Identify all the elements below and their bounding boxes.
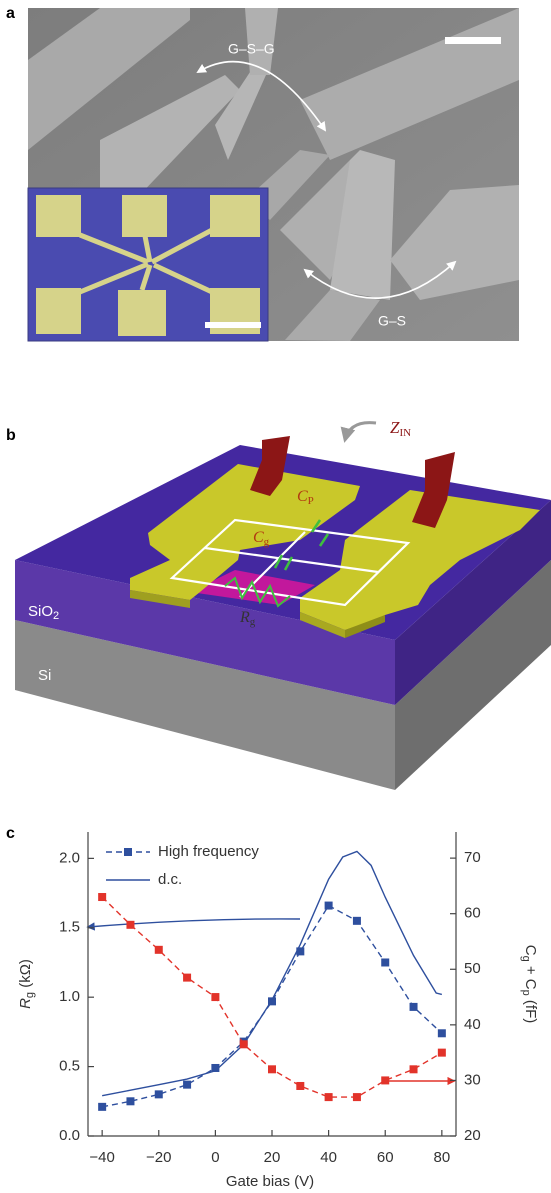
x-tick-label: 20 bbox=[264, 1149, 281, 1166]
series-line bbox=[102, 851, 442, 1095]
pad bbox=[122, 195, 167, 237]
y-tick-label: 0.5 bbox=[59, 1058, 80, 1075]
label-sub: P bbox=[308, 495, 314, 507]
scale-bar bbox=[205, 322, 261, 328]
page: a G–S–G G–S b bbox=[0, 0, 551, 1193]
panel-label: a bbox=[6, 5, 15, 22]
label-z-in: ZIN bbox=[390, 418, 411, 439]
panel-label: c bbox=[6, 825, 15, 842]
label-unit: (fF) bbox=[522, 996, 539, 1024]
data-point bbox=[268, 1065, 276, 1073]
x-tick-label: 80 bbox=[434, 1149, 451, 1166]
annotation: G–S–G bbox=[228, 41, 275, 57]
label-sub: g bbox=[264, 536, 270, 548]
label-main: SiO bbox=[28, 603, 53, 620]
x-tick-label: −40 bbox=[89, 1149, 114, 1166]
data-point bbox=[126, 921, 134, 929]
label-part: + C bbox=[522, 962, 539, 990]
x-tick-label: −20 bbox=[146, 1149, 171, 1166]
legend-label: d.c. bbox=[158, 871, 182, 888]
y2-axis-label: Cg + Cp (fF) bbox=[520, 945, 539, 1024]
pad bbox=[36, 288, 81, 334]
sem-image: G–S–G G–S bbox=[28, 8, 519, 341]
data-point bbox=[353, 917, 361, 925]
x-tick-label: 40 bbox=[320, 1149, 337, 1166]
data-point bbox=[296, 1082, 304, 1090]
data-point bbox=[183, 1081, 191, 1089]
data-point bbox=[325, 1093, 333, 1101]
pad bbox=[210, 195, 260, 237]
data-point bbox=[381, 958, 389, 966]
chart: Gate bias (V) Rg (kΩ) Cg + Cp (fF) −40 −2… bbox=[17, 832, 539, 1190]
y2-tick-label: 70 bbox=[464, 849, 481, 866]
y-axis-label: Rg (kΩ) bbox=[17, 959, 36, 1009]
label-main: R bbox=[239, 609, 250, 626]
label-part: C bbox=[522, 945, 539, 956]
device-schematic: ZIN CP Cg Rg SiO2 Si bbox=[15, 418, 551, 790]
x-tick-label: 0 bbox=[211, 1149, 219, 1166]
data-point bbox=[438, 1049, 446, 1057]
data-point bbox=[126, 1097, 134, 1105]
data-point bbox=[240, 1040, 248, 1048]
data-point bbox=[353, 1093, 361, 1101]
pad bbox=[36, 195, 81, 237]
data-point bbox=[98, 1103, 106, 1111]
figure: a G–S–G G–S b bbox=[0, 0, 551, 1193]
y-tick-label: 0.0 bbox=[59, 1127, 80, 1144]
label-sub: g bbox=[250, 616, 256, 628]
x-tick-label: 60 bbox=[377, 1149, 394, 1166]
legend-marker bbox=[124, 848, 132, 856]
label-main: R bbox=[17, 998, 34, 1009]
data-point bbox=[438, 1029, 446, 1037]
label-main: C bbox=[297, 488, 308, 505]
y-tick-label: 1.5 bbox=[59, 919, 80, 936]
label-sub: IN bbox=[399, 427, 411, 439]
x-axis-label: Gate bias (V) bbox=[226, 1173, 314, 1190]
label-unit: (kΩ) bbox=[17, 959, 34, 992]
data-point bbox=[410, 1003, 418, 1011]
data-point bbox=[183, 974, 191, 982]
inset bbox=[28, 188, 268, 341]
annotation: G–S bbox=[378, 313, 406, 329]
arrow bbox=[345, 423, 376, 440]
axis-arrow bbox=[88, 919, 300, 927]
label-main: C bbox=[253, 529, 264, 546]
data-point bbox=[155, 946, 163, 954]
data-point bbox=[325, 902, 333, 910]
y-tick-label: 1.0 bbox=[59, 988, 80, 1005]
y2-tick-label: 60 bbox=[464, 905, 481, 922]
label-si: Si bbox=[38, 667, 51, 684]
y-tick-label: 2.0 bbox=[59, 849, 80, 866]
y2-tick-label: 40 bbox=[464, 1016, 481, 1033]
data-point bbox=[211, 993, 219, 1001]
y2-tick-label: 30 bbox=[464, 1071, 481, 1088]
data-point bbox=[98, 893, 106, 901]
data-point bbox=[155, 1090, 163, 1098]
panel-label: b bbox=[6, 427, 16, 444]
data-point bbox=[381, 1076, 389, 1084]
pad bbox=[118, 290, 166, 336]
legend-label: High frequency bbox=[158, 843, 259, 860]
scale-bar bbox=[445, 37, 501, 44]
series-line bbox=[102, 906, 442, 1107]
y2-tick-label: 50 bbox=[464, 960, 481, 977]
data-point bbox=[410, 1065, 418, 1073]
label-sub: 2 bbox=[53, 610, 59, 622]
y2-tick-label: 20 bbox=[464, 1127, 481, 1144]
